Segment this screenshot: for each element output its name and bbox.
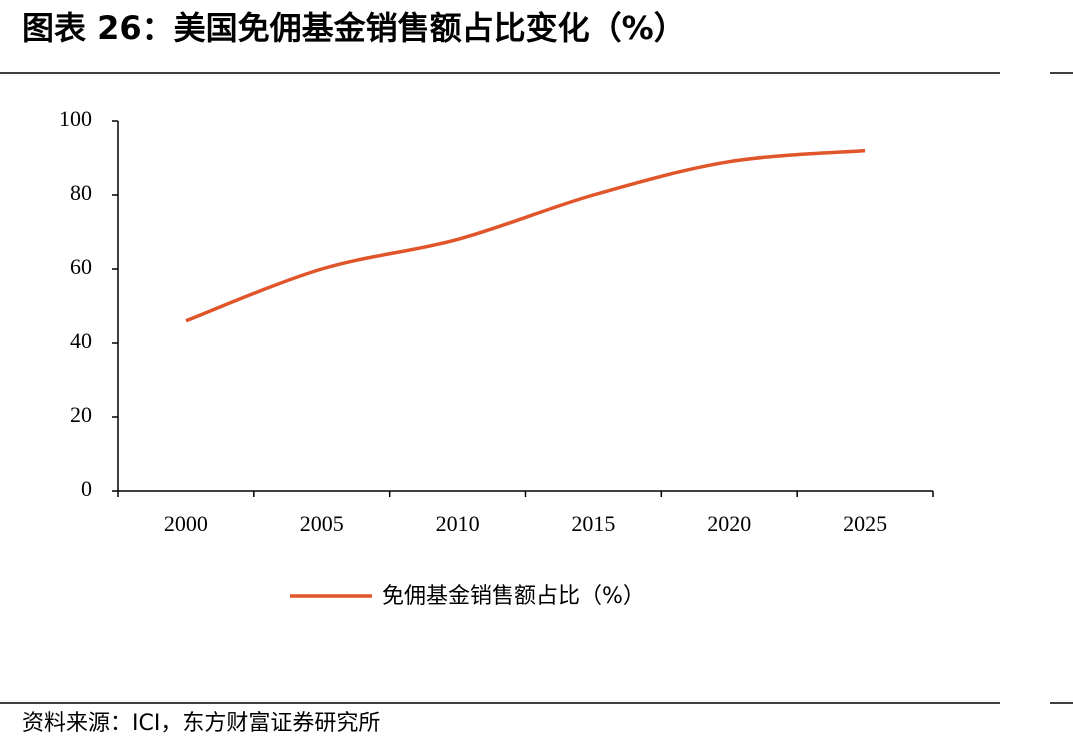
x-tick-label: 2015 <box>571 511 615 536</box>
legend-label: 免佣基金销售额占比（%） <box>382 584 645 609</box>
y-tick-label: 100 <box>59 106 92 131</box>
y-tick-label: 60 <box>70 254 92 279</box>
source-note: 资料来源：ICI，东方财富证券研究所 <box>22 711 380 736</box>
y-tick-label: 20 <box>70 402 92 427</box>
x-tick-label: 2005 <box>300 511 344 536</box>
y-tick-label: 80 <box>70 180 92 205</box>
data-line <box>185 148 866 323</box>
x-tick-label: 2000 <box>164 511 208 536</box>
chart-title: 图表 26：美国免佣基金销售额占比变化（%） <box>22 9 686 47</box>
x-tick-label: 2025 <box>843 511 887 536</box>
x-tick-label: 2010 <box>436 511 480 536</box>
x-tick-label: 2020 <box>707 511 751 536</box>
y-tick-label: 0 <box>81 476 92 501</box>
y-tick-label: 40 <box>70 328 92 353</box>
